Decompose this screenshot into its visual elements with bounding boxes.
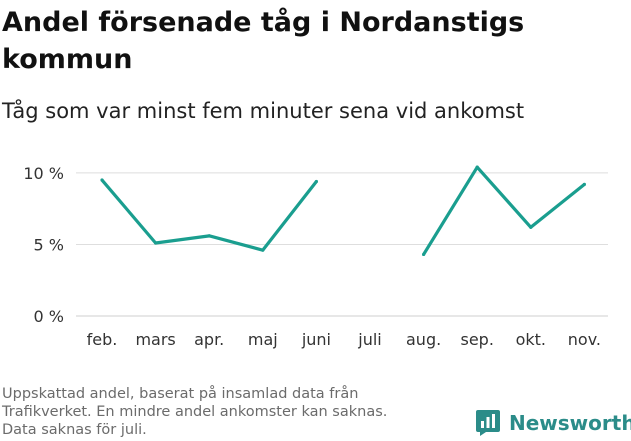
data-point bbox=[529, 225, 533, 229]
line-chart: 0 % 5 % 10 % feb. mars apr. maj juni juli aug. se… bbox=[23, 164, 608, 349]
data-point bbox=[207, 234, 211, 238]
x-tick-label: apr. bbox=[194, 330, 224, 349]
x-tick-label: sep. bbox=[460, 330, 493, 349]
y-tick-label: 0 % bbox=[34, 307, 64, 326]
series-line bbox=[100, 178, 318, 252]
brand-logo: Newsworthy bbox=[475, 405, 631, 441]
data-point bbox=[422, 252, 426, 257]
chart-subtitle: Tåg som var minst fem minuter sena vid a… bbox=[2, 99, 525, 123]
chart-title: Andel försenade tåg i Nordanstigs kommun bbox=[2, 7, 525, 75]
x-tick-label: juni bbox=[301, 330, 331, 349]
x-tick-label: aug. bbox=[406, 330, 441, 349]
x-tick-label: okt. bbox=[516, 330, 546, 349]
footer-line: Trafikverket. En mindre andel ankomster … bbox=[2, 404, 388, 420]
x-tick-label: mars bbox=[135, 330, 175, 349]
brand-name: Newsworthy bbox=[509, 411, 631, 435]
data-point bbox=[475, 165, 479, 169]
data-point bbox=[100, 178, 104, 182]
data-point bbox=[261, 248, 265, 252]
footer-line: Data saknas för juli. bbox=[2, 422, 147, 438]
x-tick-label: juli bbox=[357, 330, 381, 349]
data-point bbox=[314, 179, 318, 184]
data-point bbox=[582, 182, 587, 186]
y-tick-label: 5 % bbox=[34, 235, 64, 254]
newsworthy-logo-icon bbox=[476, 410, 500, 436]
x-tick-label: maj bbox=[248, 330, 278, 349]
x-tick-label: nov. bbox=[568, 330, 601, 349]
footer-note: Uppskattad andel, baserat på insamlad da… bbox=[2, 385, 442, 439]
y-tick-label: 10 % bbox=[23, 164, 64, 183]
x-tick-label: feb. bbox=[87, 330, 118, 349]
series-line bbox=[422, 165, 586, 256]
footer-line: Uppskattad andel, baserat på insamlad da… bbox=[2, 386, 359, 402]
data-point bbox=[154, 241, 158, 245]
